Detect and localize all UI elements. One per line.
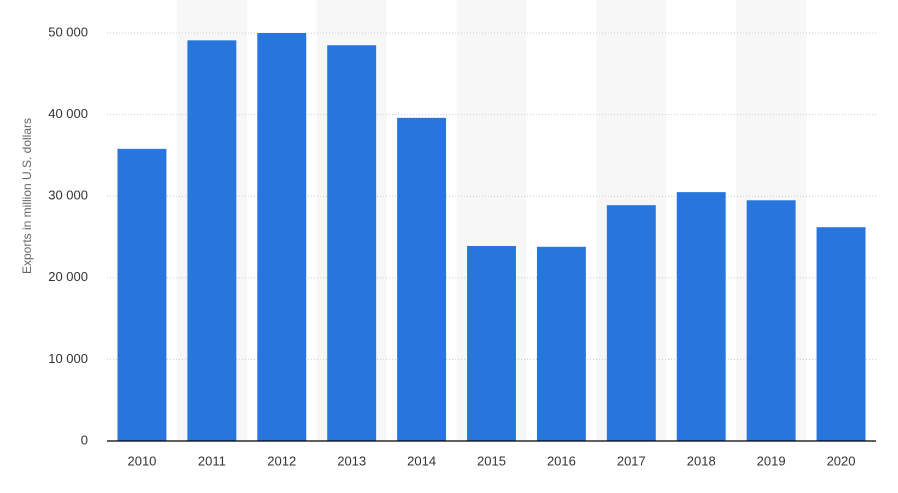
x-tick-label: 2010 [127,453,156,468]
y-tick-label: 50 000 [48,24,88,39]
bar [327,45,377,442]
x-tick-label: 2011 [198,453,226,468]
bar [536,246,586,441]
y-tick-label: 0 [81,432,88,447]
y-tick-label: 20 000 [48,269,88,284]
bar [676,192,726,441]
x-tick-label: 2014 [407,453,436,468]
bar [816,227,866,441]
bar [606,205,656,441]
bar [467,245,516,441]
y-axis-label: Exports in million U.S. dollars [20,118,34,274]
bar [187,40,237,442]
x-tick-label: 2016 [547,453,576,468]
bar [397,117,447,441]
y-tick-label: 40 000 [48,106,88,121]
x-tick-label: 2020 [827,453,856,468]
x-tick-label: 2015 [477,453,506,468]
x-tick-label: 2012 [267,453,296,468]
bar [746,200,796,441]
x-tick-label: 2013 [337,453,366,468]
x-tick-label: 2019 [757,453,786,468]
x-tick-label: 2017 [617,453,646,468]
bar [117,148,167,441]
bar [257,33,307,441]
y-tick-label: 10 000 [48,351,88,366]
y-tick-label: 30 000 [48,188,88,203]
x-tick-label: 2018 [687,453,716,468]
